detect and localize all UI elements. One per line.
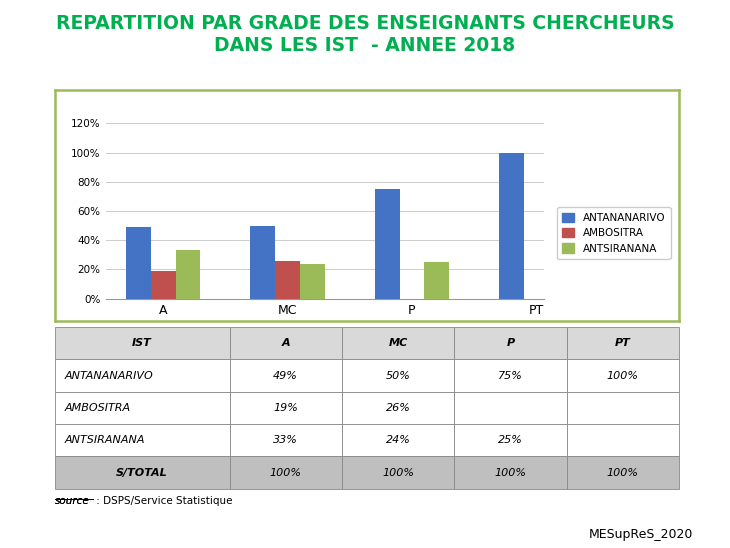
Bar [424,262,449,299]
Text: ANTANANARIVO: ANTANANARIVO [64,370,153,381]
FancyBboxPatch shape [454,456,566,489]
FancyBboxPatch shape [229,359,342,392]
Text: 26%: 26% [385,403,410,413]
Text: source: source [55,496,90,506]
FancyBboxPatch shape [55,456,229,489]
Bar [374,189,399,299]
FancyBboxPatch shape [342,392,454,424]
Bar [499,152,524,299]
Text: IST: IST [132,338,152,349]
Text: P: P [507,338,515,349]
FancyBboxPatch shape [55,327,229,359]
Text: AMBOSITRA: AMBOSITRA [64,403,130,413]
Text: 100%: 100% [607,467,639,478]
Bar [250,226,275,299]
Text: 50%: 50% [385,370,410,381]
Text: 100%: 100% [269,467,301,478]
Text: 19%: 19% [273,403,298,413]
FancyBboxPatch shape [454,392,566,424]
Text: source: source [55,496,90,506]
Bar [275,261,300,299]
Text: PT: PT [615,338,631,349]
FancyBboxPatch shape [342,327,454,359]
Bar [175,250,201,299]
FancyBboxPatch shape [566,392,679,424]
Text: : DSPS/Service Statistique: : DSPS/Service Statistique [93,496,233,506]
Text: ANTSIRANANA: ANTSIRANANA [64,435,145,446]
FancyBboxPatch shape [454,424,566,456]
FancyBboxPatch shape [566,327,679,359]
Bar [150,271,175,299]
Bar [126,227,150,299]
FancyBboxPatch shape [229,392,342,424]
FancyBboxPatch shape [454,359,566,392]
Text: MC: MC [388,338,407,349]
FancyBboxPatch shape [342,359,454,392]
FancyBboxPatch shape [55,392,229,424]
FancyBboxPatch shape [229,327,342,359]
Text: 24%: 24% [385,435,410,446]
Text: 100%: 100% [607,370,639,381]
Text: 75%: 75% [498,370,523,381]
FancyBboxPatch shape [566,456,679,489]
FancyBboxPatch shape [229,424,342,456]
FancyBboxPatch shape [566,424,679,456]
Text: MESupReS_2020: MESupReS_2020 [589,528,694,541]
Text: 100%: 100% [382,467,414,478]
Text: 49%: 49% [273,370,298,381]
FancyBboxPatch shape [55,424,229,456]
FancyBboxPatch shape [55,359,229,392]
FancyBboxPatch shape [454,327,566,359]
FancyBboxPatch shape [566,359,679,392]
Text: S/TOTAL: S/TOTAL [116,467,168,478]
Text: DANS LES IST  - ANNEE 2018: DANS LES IST - ANNEE 2018 [215,36,515,55]
FancyBboxPatch shape [342,424,454,456]
Text: A: A [281,338,290,349]
FancyBboxPatch shape [229,456,342,489]
Text: 100%: 100% [494,467,526,478]
Text: REPARTITION PAR GRADE DES ENSEIGNANTS CHERCHEURS: REPARTITION PAR GRADE DES ENSEIGNANTS CH… [55,14,675,33]
FancyBboxPatch shape [342,456,454,489]
Bar [300,264,325,299]
Text: 33%: 33% [273,435,298,446]
Text: 25%: 25% [498,435,523,446]
Legend: ANTANANARIVO, AMBOSITRA, ANTSIRANANA: ANTANANARIVO, AMBOSITRA, ANTSIRANANA [557,207,671,259]
